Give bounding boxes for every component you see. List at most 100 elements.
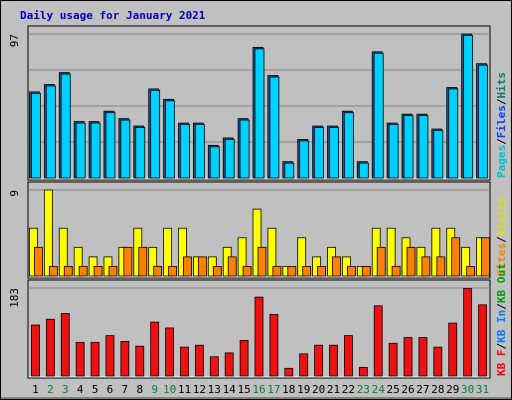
bar (254, 296, 264, 377)
x-tick-label: 28 (431, 383, 444, 396)
x-tick-label: 25 (387, 383, 400, 396)
bar (180, 124, 190, 179)
bar (373, 305, 383, 377)
bar (284, 367, 294, 377)
bar (269, 76, 280, 179)
bar (373, 52, 384, 179)
bar (358, 366, 368, 377)
bar (43, 189, 53, 277)
bar (299, 140, 310, 179)
x-tick-label: 1 (32, 383, 39, 396)
bar (242, 266, 252, 277)
bar (165, 100, 175, 179)
bar (73, 246, 83, 277)
bar (361, 266, 371, 277)
bar (284, 162, 295, 179)
bar (314, 344, 324, 377)
legend-entry: Pages (495, 145, 508, 178)
bar (448, 322, 458, 377)
x-tick-label: 26 (401, 383, 414, 396)
bar (135, 345, 145, 377)
legend-entry: KB Out (495, 263, 508, 303)
bar (78, 266, 88, 277)
bar (93, 266, 103, 277)
x-tick-label: 24 (372, 383, 386, 396)
x-tick-label: 31 (476, 383, 489, 396)
bar (406, 246, 416, 277)
x-tick-label: 8 (136, 383, 143, 396)
bar (153, 266, 163, 277)
bar (344, 112, 354, 179)
bar (178, 227, 187, 277)
legend-entry: Files (495, 105, 508, 138)
legend-entry: Visits (495, 197, 508, 237)
bar (105, 112, 116, 179)
bar (194, 344, 204, 377)
x-tick-label: 18 (282, 383, 295, 396)
bar (391, 266, 401, 277)
bar (481, 237, 490, 277)
bar (287, 266, 297, 277)
x-tick-label: 10 (163, 383, 176, 396)
legend: KB F/KB In/KB Out (495, 263, 508, 376)
bar (299, 353, 309, 377)
bar (135, 127, 146, 179)
bar (75, 122, 86, 179)
bar (376, 246, 386, 277)
bar (257, 246, 267, 277)
bar (388, 342, 398, 377)
bar (329, 127, 339, 179)
y-max-label: 97 (8, 34, 21, 47)
x-tick-label: 21 (327, 383, 340, 396)
bar (347, 266, 356, 277)
bar (165, 327, 174, 377)
bar (272, 266, 282, 277)
legend: Pages/Files/Hits (495, 72, 508, 178)
bar (148, 246, 158, 277)
bar (317, 266, 327, 277)
bar (224, 139, 235, 179)
y-max-label: 9 (8, 190, 21, 197)
x-tick-label: 5 (92, 383, 99, 396)
bar (269, 314, 279, 377)
bar (332, 256, 341, 277)
bar (63, 266, 73, 277)
bar (120, 340, 130, 377)
bar (433, 346, 443, 377)
bar (418, 337, 428, 377)
bar (31, 92, 41, 179)
bar (237, 237, 247, 277)
bar (418, 115, 429, 179)
bar (75, 341, 85, 377)
x-tick-label: 16 (252, 383, 265, 396)
bar (120, 119, 131, 179)
x-tick-label: 17 (267, 383, 280, 396)
x-tick-label: 11 (178, 383, 191, 396)
bar (267, 227, 277, 277)
bar (168, 266, 177, 277)
x-tick-label: 29 (446, 383, 459, 396)
legend-separator: / (495, 236, 508, 243)
bar (463, 35, 474, 179)
bar (123, 246, 133, 277)
bar (197, 256, 207, 277)
bar (150, 90, 161, 179)
y-max-label: 183 (8, 288, 21, 308)
bar (108, 266, 118, 277)
bar (344, 335, 353, 377)
bar (48, 266, 58, 277)
bar (433, 130, 444, 179)
bar (224, 352, 234, 377)
bar (194, 124, 205, 179)
bar (463, 288, 473, 377)
bar (386, 227, 396, 277)
bar (451, 237, 461, 277)
bar (163, 227, 172, 277)
x-tick-label: 6 (107, 383, 114, 396)
legend-entry: Hits (495, 72, 508, 99)
x-tick-label: 20 (312, 383, 325, 396)
bar (388, 124, 399, 179)
bar (358, 162, 369, 179)
bar (31, 324, 40, 377)
